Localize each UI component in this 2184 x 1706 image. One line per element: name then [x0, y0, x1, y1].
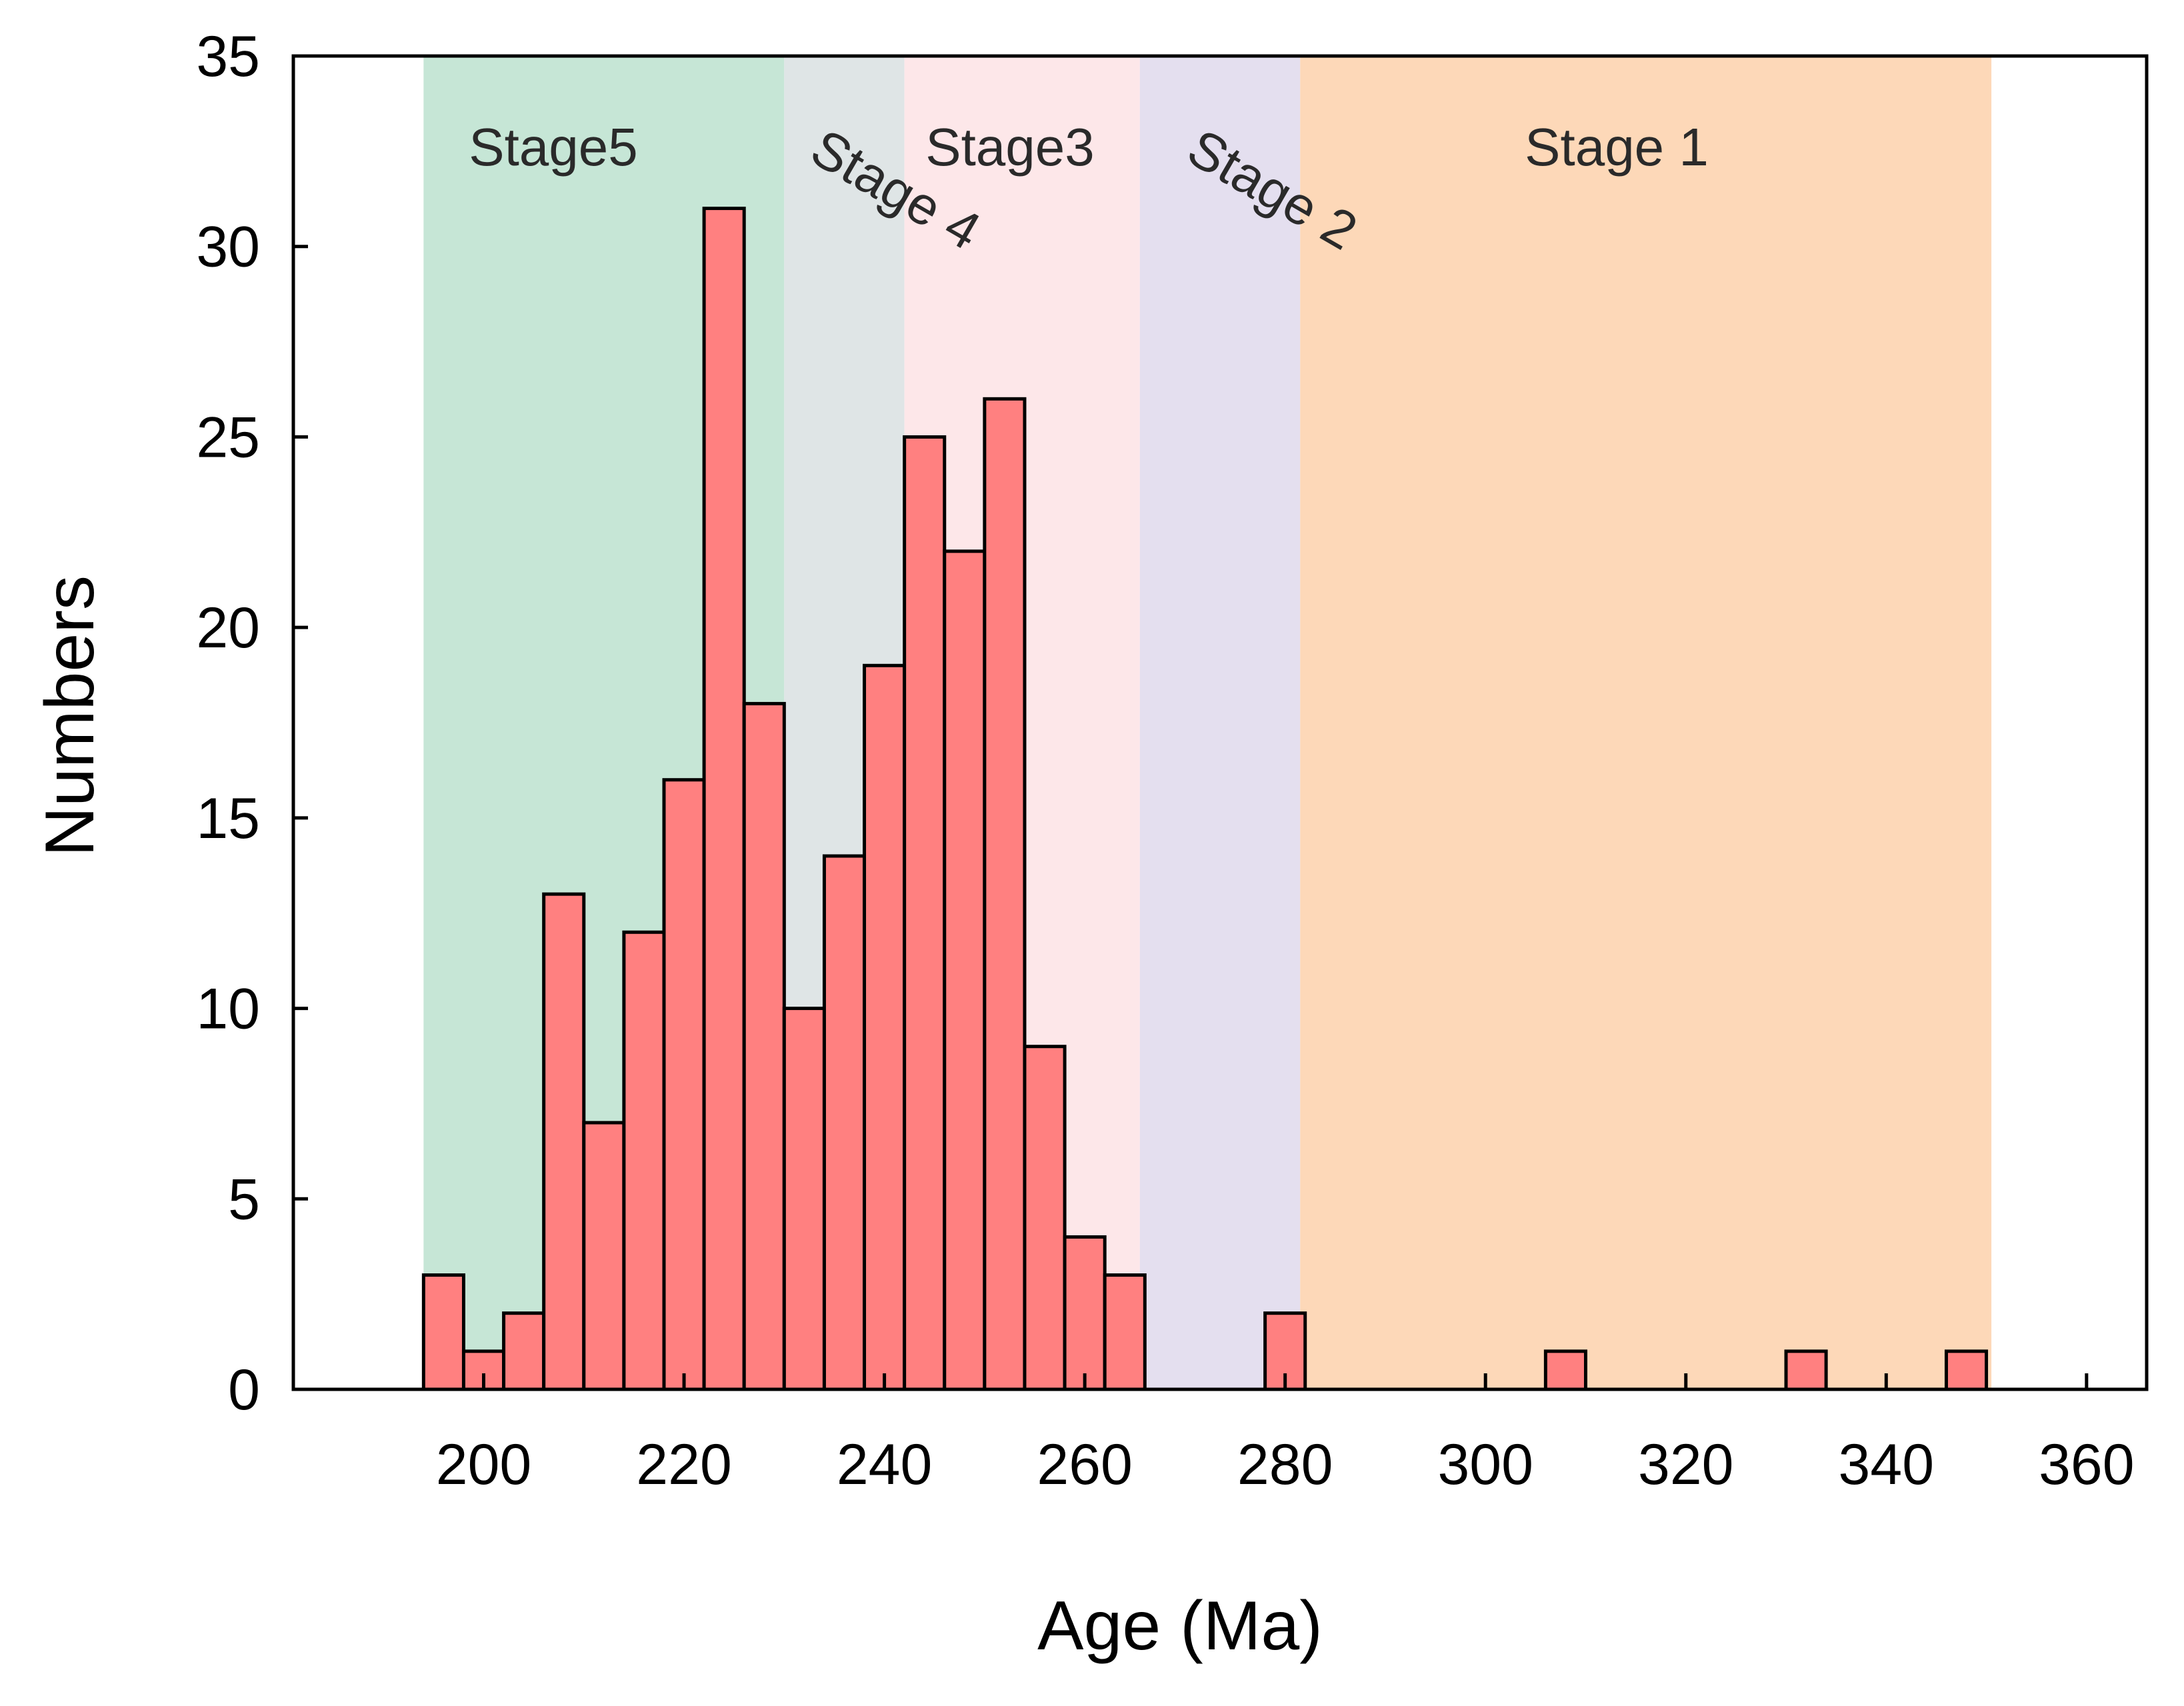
x-tick-label: 320: [1638, 1433, 1734, 1497]
histogram-bar: [702, 207, 746, 1391]
y-tick-label: 35: [196, 25, 260, 89]
x-axis-title: Age (Ma): [1037, 1587, 1323, 1665]
stage-label-3: Stage3: [925, 117, 1095, 177]
y-tick-label: 25: [196, 405, 260, 469]
histogram-bar: [822, 854, 867, 1391]
histogram-bar: [782, 1007, 826, 1391]
histogram-bar: [1944, 1349, 1989, 1391]
x-tick-label: 200: [436, 1433, 532, 1497]
y-tick-label: 10: [196, 977, 260, 1041]
stage-band-5: [1300, 56, 1992, 1389]
histogram-bar: [662, 778, 706, 1391]
histogram-bars: [421, 207, 1989, 1391]
y-tick-label: 30: [196, 215, 260, 279]
x-tick-label: 300: [1437, 1433, 1533, 1497]
histogram-bar: [1543, 1349, 1587, 1391]
y-tick-label: 0: [228, 1358, 260, 1422]
histogram-bar: [1784, 1349, 1828, 1391]
stage-label-1: Stage5: [469, 117, 638, 177]
y-tick-label: 5: [228, 1167, 260, 1231]
histogram-bar: [903, 435, 947, 1391]
y-tick-label: 20: [196, 596, 260, 660]
x-tick-label: 240: [837, 1433, 933, 1497]
histogram-bar: [943, 549, 987, 1391]
axes: 0 5 10 15 20 25 30 35 200 220 240 260 280 300 320 340 36…: [196, 25, 2149, 1497]
histogram-bar: [863, 663, 907, 1391]
y-axis-title: Numbers: [31, 575, 109, 857]
x-tick-label: 360: [2039, 1433, 2135, 1497]
x-tick-label: 280: [1237, 1433, 1333, 1497]
histogram-bar: [983, 397, 1027, 1391]
x-tick-label: 220: [636, 1433, 732, 1497]
x-tick-label: 260: [1037, 1433, 1133, 1497]
histogram-bar: [502, 1311, 546, 1391]
histogram-bar: [1023, 1045, 1067, 1391]
histogram-bar: [1063, 1235, 1107, 1391]
stage-label-5: Stage 1: [1525, 117, 1709, 177]
histogram-bar: [622, 930, 666, 1391]
histogram-bar: [1103, 1273, 1147, 1391]
histogram-bar: [742, 701, 786, 1391]
x-tick-label: 340: [1839, 1433, 1935, 1497]
histogram-bar: [542, 892, 586, 1391]
stage-band-4: [1139, 56, 1301, 1389]
histogram-bar: [582, 1121, 626, 1391]
plot-frame: [291, 54, 2149, 1391]
y-tick-label: 15: [196, 787, 260, 851]
histogram-bar: [421, 1273, 465, 1391]
